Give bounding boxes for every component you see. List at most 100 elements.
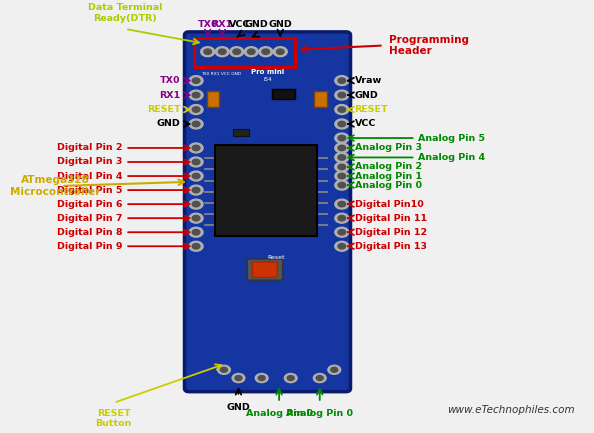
Circle shape (189, 213, 203, 223)
Text: i54: i54 (263, 77, 271, 82)
Circle shape (189, 227, 203, 237)
Circle shape (338, 155, 346, 160)
Text: Digital Pin 8: Digital Pin 8 (57, 228, 122, 237)
Text: RESET
Button: RESET Button (96, 409, 132, 428)
Circle shape (189, 185, 203, 195)
Circle shape (230, 47, 244, 57)
Text: GND: GND (355, 90, 378, 100)
Circle shape (314, 374, 326, 383)
Circle shape (276, 49, 284, 55)
Circle shape (338, 216, 346, 221)
Circle shape (204, 49, 211, 55)
Text: www.eTechnophiles.com: www.eTechnophiles.com (447, 405, 575, 415)
FancyBboxPatch shape (247, 259, 283, 280)
Text: Digital Pin10: Digital Pin10 (355, 200, 424, 209)
Circle shape (192, 78, 200, 83)
Circle shape (335, 133, 349, 143)
Circle shape (338, 182, 346, 188)
Bar (194, 38, 295, 67)
FancyBboxPatch shape (252, 262, 277, 277)
Circle shape (335, 90, 349, 100)
FancyBboxPatch shape (314, 91, 327, 107)
Text: TX0: TX0 (160, 76, 181, 85)
Circle shape (335, 180, 349, 190)
Text: ATmega328
Microcontroller: ATmega328 Microcontroller (11, 175, 101, 197)
FancyBboxPatch shape (185, 32, 350, 392)
Circle shape (335, 143, 349, 153)
Circle shape (189, 119, 203, 129)
Circle shape (192, 201, 200, 207)
Text: Digital Pin 6: Digital Pin 6 (57, 200, 122, 209)
Circle shape (192, 173, 200, 179)
FancyBboxPatch shape (207, 91, 219, 107)
Circle shape (338, 107, 346, 112)
Text: Vraw: Vraw (355, 76, 382, 85)
Text: GND: GND (157, 120, 181, 129)
Text: Digital Pin 7: Digital Pin 7 (57, 213, 122, 223)
Circle shape (215, 47, 229, 57)
Circle shape (192, 92, 200, 98)
Text: Analog Pin 5: Analog Pin 5 (418, 133, 485, 142)
Circle shape (259, 47, 273, 57)
Text: Programming
Header: Programming Header (390, 35, 469, 56)
Text: GND: GND (268, 20, 292, 29)
Circle shape (338, 78, 346, 83)
Text: Digital Pin 4: Digital Pin 4 (57, 171, 122, 181)
Text: Analog Pin 2: Analog Pin 2 (355, 162, 422, 171)
Text: Digital Pin 13: Digital Pin 13 (355, 242, 426, 251)
Circle shape (338, 135, 346, 141)
Circle shape (258, 375, 265, 381)
Circle shape (192, 243, 200, 249)
Text: Analog Pin 0: Analog Pin 0 (286, 409, 353, 418)
Text: Digital Pin 11: Digital Pin 11 (355, 213, 426, 223)
Circle shape (233, 49, 241, 55)
Circle shape (331, 367, 338, 372)
Text: Analog Pin 0: Analog Pin 0 (355, 181, 422, 190)
Circle shape (262, 49, 270, 55)
Circle shape (328, 365, 340, 374)
Circle shape (335, 213, 349, 223)
Text: TX0 RX1 VCC GND: TX0 RX1 VCC GND (201, 72, 241, 76)
FancyBboxPatch shape (272, 89, 295, 99)
Text: Analog Pin 0: Analog Pin 0 (245, 409, 312, 418)
Circle shape (192, 159, 200, 165)
Text: RX1: RX1 (159, 90, 181, 100)
Circle shape (189, 90, 203, 100)
Circle shape (287, 375, 294, 381)
Circle shape (335, 227, 349, 237)
Circle shape (192, 229, 200, 235)
Circle shape (201, 47, 214, 57)
Text: VCC: VCC (355, 120, 376, 129)
Text: Digital Pin 9: Digital Pin 9 (57, 242, 122, 251)
Circle shape (285, 374, 297, 383)
Circle shape (217, 365, 230, 374)
Text: Digital Pin 3: Digital Pin 3 (57, 158, 122, 167)
Circle shape (338, 229, 346, 235)
Circle shape (338, 121, 346, 127)
Circle shape (220, 367, 228, 372)
Circle shape (335, 162, 349, 172)
Circle shape (189, 143, 203, 153)
Text: RESET: RESET (355, 105, 388, 114)
Circle shape (338, 201, 346, 207)
Text: Analog Pin 4: Analog Pin 4 (418, 153, 485, 162)
Circle shape (235, 375, 242, 381)
Text: Analog Pin 3: Analog Pin 3 (355, 143, 422, 152)
Circle shape (192, 107, 200, 112)
FancyBboxPatch shape (233, 129, 249, 136)
Circle shape (335, 105, 349, 114)
Text: Digital Pin 2: Digital Pin 2 (57, 143, 122, 152)
Circle shape (219, 49, 226, 55)
Circle shape (248, 49, 255, 55)
Circle shape (255, 374, 268, 383)
Text: GND: GND (244, 20, 268, 29)
Circle shape (189, 76, 203, 86)
Circle shape (335, 119, 349, 129)
Text: VCC: VCC (229, 20, 250, 29)
Circle shape (189, 199, 203, 209)
Text: RESET: RESET (147, 105, 181, 114)
Text: GND: GND (226, 403, 250, 412)
Text: RX1: RX1 (211, 20, 233, 29)
Circle shape (192, 187, 200, 193)
Circle shape (189, 105, 203, 114)
